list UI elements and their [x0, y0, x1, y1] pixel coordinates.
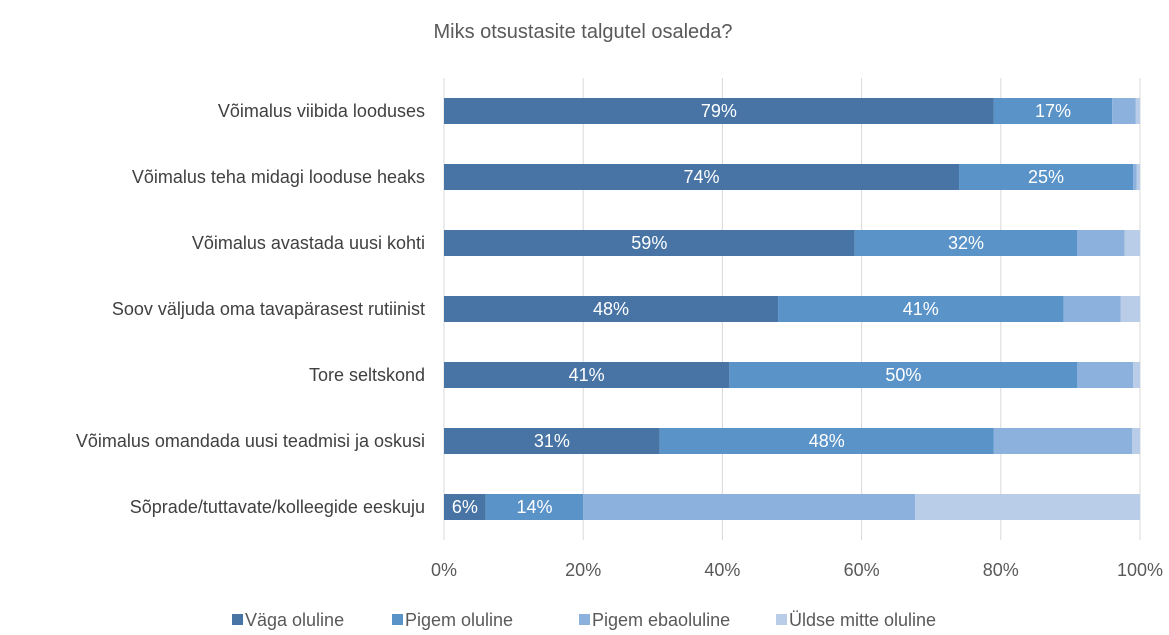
data-label: 17% — [1035, 101, 1071, 121]
bar-pigem-oluline — [959, 164, 1134, 190]
data-label: 79% — [701, 101, 737, 121]
bar-pigem-oluline — [659, 428, 994, 454]
chart-title: Miks otsustasite talgutel osaleda? — [433, 21, 732, 43]
bar-pigem-ebaoluline — [1077, 362, 1134, 388]
bar-ldse-mitte-oluline — [1135, 98, 1140, 124]
bar-pigem-ebaoluline — [1133, 164, 1137, 190]
bar-ldse-mitte-oluline — [1133, 362, 1140, 388]
category-label: Võimalus omandada uusi teadmisi ja oskus… — [76, 431, 425, 451]
bar-v-ga-oluline — [444, 296, 779, 322]
bar-v-ga-oluline — [444, 164, 960, 190]
x-tick-label: 80% — [983, 560, 1019, 580]
bar-pigem-oluline — [729, 362, 1078, 388]
bar-ldse-mitte-oluline — [915, 494, 1140, 520]
data-label: 41% — [903, 299, 939, 319]
bar-pigem-ebaoluline — [993, 428, 1133, 454]
bar-v-ga-oluline — [444, 494, 486, 520]
bar-pigem-ebaoluline — [1112, 98, 1136, 124]
data-label: 50% — [885, 365, 921, 385]
data-label: 14% — [516, 497, 552, 517]
data-label: 59% — [631, 233, 667, 253]
legend-label: Väga oluline — [245, 610, 344, 630]
category-label: Tore seltskond — [309, 365, 425, 385]
legend-label: Üldse mitte oluline — [789, 610, 936, 630]
bar-pigem-oluline — [854, 230, 1078, 256]
data-label: 31% — [534, 431, 570, 451]
bar-ldse-mitte-oluline — [1120, 296, 1140, 322]
x-tick-label: 0% — [431, 560, 457, 580]
data-label: 32% — [948, 233, 984, 253]
bar-ldse-mitte-oluline — [1136, 164, 1140, 190]
category-label: Sõprade/tuttavate/kolleegide eeskuju — [130, 497, 425, 517]
legend-swatch — [232, 614, 243, 625]
bar-pigem-ebaoluline — [1063, 296, 1121, 322]
legend: Väga oluline Pigem oluline Pigem ebaolulin… — [232, 610, 936, 630]
category-labels: Võimalus viibida looduses Võimalus teha m… — [76, 101, 425, 517]
legend-label: Pigem ebaoluline — [592, 610, 730, 630]
x-tick-label: 40% — [704, 560, 740, 580]
bar-pigem-ebaoluline — [1077, 230, 1125, 256]
bars: 79% 17% 74% 25% 59% 32% 48% 41% 41% 50% 31% 48% 6% 14… — [444, 98, 1140, 520]
data-label: 74% — [684, 167, 720, 187]
category-label: Võimalus viibida looduses — [218, 101, 425, 121]
bar-ldse-mitte-oluline — [1132, 428, 1140, 454]
legend-label: Pigem oluline — [405, 610, 513, 630]
category-label: Võimalus teha midagi looduse heaks — [132, 167, 425, 187]
bar-pigem-oluline — [778, 296, 1064, 322]
bar-v-ga-oluline — [444, 362, 730, 388]
data-label: 48% — [809, 431, 845, 451]
bar-v-ga-oluline — [444, 230, 855, 256]
bar-pigem-oluline — [993, 98, 1113, 124]
bar-ldse-mitte-oluline — [1124, 230, 1140, 256]
x-tick-label: 100% — [1117, 560, 1163, 580]
legend-swatch — [392, 614, 403, 625]
x-axis-ticks: 0% 20% 40% 60% 80% 100% — [431, 560, 1163, 580]
data-label: 6% — [452, 497, 478, 517]
category-label: Võimalus avastada uusi kohti — [192, 233, 425, 253]
data-label: 25% — [1028, 167, 1064, 187]
bar-pigem-oluline — [485, 494, 584, 520]
bar-pigem-ebaoluline — [583, 494, 916, 520]
legend-swatch — [776, 614, 787, 625]
legend-swatch — [579, 614, 590, 625]
data-label: 41% — [569, 365, 605, 385]
data-label: 48% — [593, 299, 629, 319]
x-tick-label: 20% — [565, 560, 601, 580]
bar-v-ga-oluline — [444, 428, 660, 454]
bar-v-ga-oluline — [444, 98, 994, 124]
category-label: Soov väljuda oma tavapärasest rutiinist — [112, 299, 425, 319]
x-tick-label: 60% — [844, 560, 880, 580]
